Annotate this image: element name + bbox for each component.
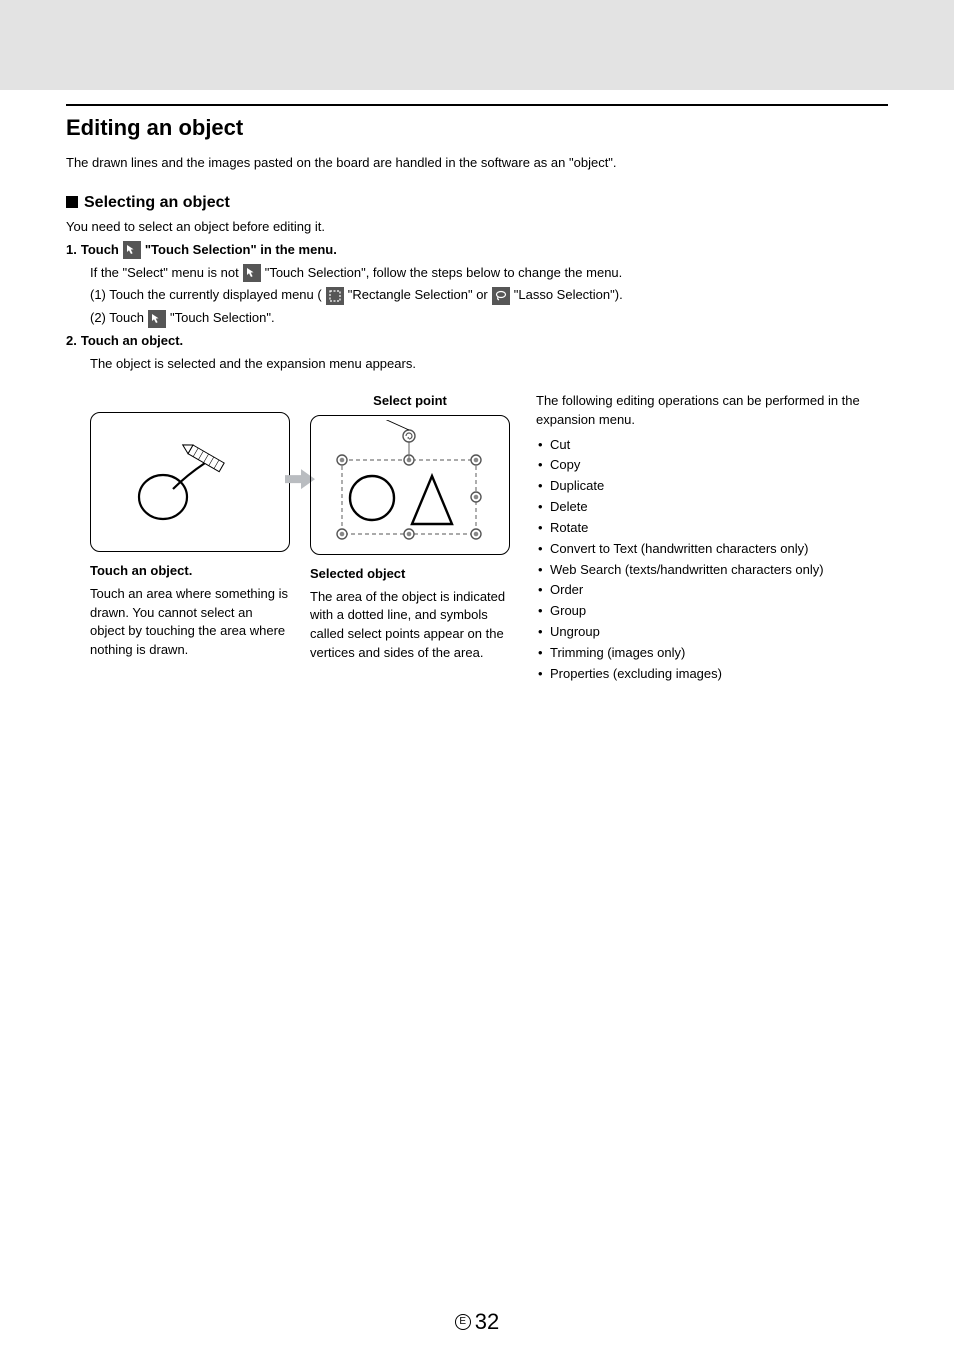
step-1-if-prefix: If the "Select" menu is not [90,264,239,283]
op-item: Ungroup [536,623,888,642]
select-point-label: Select point [310,392,510,411]
edition-letter-icon: E [455,1314,471,1330]
touch-selection-icon [148,310,166,328]
selected-illustration [310,415,510,555]
step-2-desc: The object is selected and the expansion… [90,355,888,374]
step-1-sub1-mid: "Rectangle Selection" or [348,286,488,305]
op-item: Group [536,602,888,621]
touch-selection-icon [243,264,261,282]
step-2-body: The object is selected and the expansion… [66,355,888,374]
intro-text: The drawn lines and the images pasted on… [66,154,888,173]
op-item: Web Search (texts/handwritten characters… [536,561,888,580]
step-1-sub2-suffix: "Touch Selection". [170,309,275,328]
page-title: Editing an object [66,112,888,144]
step-2-title: Touch an object. [81,332,183,351]
step-2-number: 2. [66,332,77,351]
op-item: Copy [536,456,888,475]
selected-caption: Selected object [310,565,510,584]
op-item: Convert to Text (handwritten characters … [536,540,888,559]
op-item: Trimming (images only) [536,644,888,663]
operations-list: Cut Copy Duplicate Delete Rotate Convert… [536,436,888,684]
op-item: Rotate [536,519,888,538]
step-2: 2. Touch an object. The object is select… [66,332,888,374]
selected-column: Select point [310,392,510,663]
touch-caption: Touch an object. [90,562,290,581]
step-1-sub1-suffix: "Lasso Selection"). [514,286,623,305]
subheading-desc: You need to select an object before edit… [66,218,888,237]
touch-column: Touch an object. Touch an area where som… [90,392,290,660]
step-1-sub2: (2) Touch "Touch Selection". [90,309,888,328]
step-1-sub2-prefix: (2) Touch [90,309,144,328]
steps-list: 1. Touch "Touch Selection" in the menu. … [66,241,888,374]
step-2-desc-text: The object is selected and the expansion… [90,355,416,374]
step-1-body: If the "Select" menu is not "Touch Selec… [66,264,888,329]
lasso-selection-icon [492,287,510,305]
step-1-head: 1. Touch "Touch Selection" in the menu. [66,241,888,260]
section-rule: Editing an object [66,104,888,144]
step-1-sub1: (1) Touch the currently displayed menu (… [90,286,888,305]
step-1-sub1-prefix: (1) Touch the currently displayed menu ( [90,286,322,305]
operations-intro: The following editing operations can be … [536,392,888,430]
touch-drawing-icon [115,427,265,537]
step-1-suffix: "Touch Selection" in the menu. [145,241,337,260]
illustration-row: Touch an object. Touch an area where som… [90,392,888,686]
rectangle-selection-icon [326,287,344,305]
touch-desc: Touch an area where something is drawn. … [90,585,290,660]
subheading: Selecting an object [84,191,230,214]
step-2-head: 2. Touch an object. [66,332,888,351]
subheading-row: Selecting an object [66,191,888,214]
step-1: 1. Touch "Touch Selection" in the menu. … [66,241,888,328]
op-item: Order [536,581,888,600]
selected-drawing-icon [320,420,500,550]
touch-selection-icon [123,241,141,259]
op-item: Properties (excluding images) [536,665,888,684]
op-item: Cut [536,436,888,455]
square-bullet-icon [66,196,78,208]
page-header-bar [0,0,954,90]
step-1-if-suffix: "Touch Selection", follow the steps belo… [265,264,623,283]
page-footer: E 32 [66,1306,888,1362]
operations-column: The following editing operations can be … [530,392,888,686]
step-1-prefix: Touch [81,241,119,260]
touch-illustration [90,412,290,552]
op-item: Duplicate [536,477,888,496]
step-1-if: If the "Select" menu is not "Touch Selec… [90,264,888,283]
page-number: 32 [475,1306,499,1338]
selected-desc: The area of the object is indicated with… [310,588,510,663]
step-1-number: 1. [66,241,77,260]
op-item: Delete [536,498,888,517]
page-content: Editing an object The drawn lines and th… [0,90,954,1362]
